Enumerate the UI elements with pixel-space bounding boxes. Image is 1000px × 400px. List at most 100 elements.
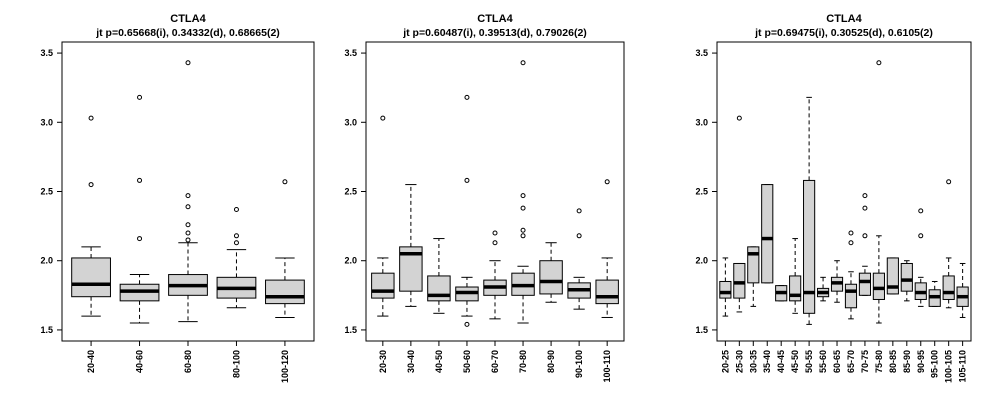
x-tick-label: 80-100 — [231, 350, 241, 378]
box-body — [872, 272, 885, 300]
box-40-60: 40-60 — [119, 94, 160, 373]
box-body — [761, 184, 774, 284]
y-tick-label: 2.5 — [344, 187, 357, 197]
box-body — [886, 257, 899, 295]
y-tick-label: 2.5 — [695, 187, 708, 197]
y-tick-label: 2.0 — [40, 256, 53, 266]
box-45-50: 45-50 — [789, 238, 802, 373]
outlier-point — [380, 115, 386, 121]
x-tick-label: 20-40 — [86, 350, 96, 373]
chart-panel-1: CTLA4 jt p=0.65668(i), 0.34332(d), 0.6866… — [40, 13, 315, 383]
box-75-80: 75-80 — [872, 60, 885, 373]
x-tick-label: 85-90 — [902, 350, 912, 373]
x-tick-label: 40-60 — [135, 350, 145, 373]
box-85-90: 85-90 — [900, 260, 913, 373]
outlier-point — [464, 321, 470, 327]
outlier-point — [946, 179, 952, 185]
x-tick-label: 25-30 — [734, 350, 744, 373]
box-70-75: 70-75 — [858, 193, 872, 373]
x-tick-label: 65-70 — [846, 350, 856, 373]
box-30-40: 30-40 — [399, 184, 423, 373]
box-70-80: 70-80 — [511, 60, 535, 373]
outlier-point — [520, 60, 526, 66]
outlier-point — [464, 94, 470, 100]
y-tick-label: 1.5 — [40, 325, 53, 335]
outlier-point — [185, 222, 191, 228]
x-tick-label: 35-40 — [762, 350, 772, 373]
box-body — [719, 280, 732, 299]
x-tick-label: 55-60 — [818, 350, 828, 373]
y-tick-label: 2.0 — [695, 256, 708, 266]
y-tick-label: 2.5 — [40, 187, 53, 197]
y-tick-label: 2.0 — [344, 256, 357, 266]
box-20-30: 20-30 — [371, 115, 395, 373]
box-40-50: 40-50 — [427, 238, 451, 373]
box-body — [399, 246, 423, 292]
y-tick-label: 3.0 — [344, 117, 357, 127]
plot-frame — [365, 41, 625, 342]
x-tick-label: 50-60 — [462, 350, 472, 373]
box-60-80: 60-80 — [168, 60, 208, 373]
y-tick-label: 3.0 — [695, 117, 708, 127]
x-tick-label: 75-80 — [874, 350, 884, 373]
x-tick-label: 100-105 — [944, 350, 954, 383]
box-body — [844, 283, 858, 309]
outlier-point — [185, 230, 191, 236]
box-60-70: 60-70 — [483, 230, 507, 373]
box-body — [900, 262, 913, 292]
chart-subtitle: jt p=0.69475(i), 0.30525(d), 0.6105(2) — [754, 27, 933, 39]
x-tick-label: 20-25 — [720, 350, 730, 373]
outlier-point — [137, 236, 143, 242]
outlier-point — [576, 208, 582, 214]
x-tick-label: 60-80 — [183, 350, 193, 373]
box-90-95: 90-95 — [914, 208, 927, 373]
x-tick-label: 40-50 — [434, 350, 444, 373]
x-tick-label: 20-30 — [378, 350, 388, 373]
outlier-point — [185, 237, 191, 243]
outlier-point — [185, 60, 191, 66]
outlier-point — [848, 230, 854, 236]
outlier-point — [233, 233, 239, 239]
box-body — [789, 275, 802, 302]
box-body — [71, 257, 111, 298]
outlier-point — [862, 205, 868, 211]
box-body — [803, 179, 816, 314]
box-body — [427, 275, 451, 302]
x-tick-label: 100-120 — [280, 350, 290, 383]
box-body — [942, 275, 955, 300]
box-90-100: 90-100 — [567, 208, 591, 378]
x-tick-label: 95-100 — [930, 350, 940, 378]
chart-subtitle: jt p=0.60487(i), 0.39513(d), 0.79026(2) — [402, 27, 587, 39]
y-tick-label: 3.0 — [40, 117, 53, 127]
outlier-point — [520, 227, 526, 233]
plot-frame — [716, 41, 972, 342]
box-30-35: 30-35 — [747, 246, 760, 373]
outlier-point — [520, 193, 526, 199]
box-65-70: 65-70 — [844, 230, 858, 373]
x-tick-label: 40-45 — [776, 350, 786, 373]
box-60-65: 60-65 — [830, 260, 844, 373]
x-tick-label: 80-85 — [888, 350, 898, 373]
outlier-point — [282, 179, 288, 185]
x-tick-label: 45-50 — [790, 350, 800, 373]
outlier-point — [918, 233, 924, 239]
x-tick-label: 90-95 — [916, 350, 926, 373]
box-80-85: 80-85 — [886, 257, 899, 373]
box-100-120: 100-120 — [265, 179, 305, 383]
outlier-point — [185, 193, 191, 199]
box-100-110: 100-110 — [595, 179, 619, 383]
outlier-point — [604, 179, 610, 185]
x-tick-label: 90-100 — [574, 350, 584, 378]
outlier-point — [918, 208, 924, 214]
outlier-point — [848, 240, 854, 246]
outlier-point — [185, 204, 191, 210]
box-40-45: 40-45 — [775, 285, 788, 373]
box-35-40: 35-40 — [761, 184, 774, 373]
chart-panel-3: CTLA4 jt p=0.69475(i), 0.30525(d), 0.6105… — [695, 13, 972, 383]
outlier-point — [88, 115, 94, 121]
box-50-60: 50-60 — [455, 94, 479, 373]
y-tick-label: 3.5 — [695, 48, 708, 58]
y-tick-label: 1.5 — [344, 325, 357, 335]
box-50-55: 50-55 — [803, 96, 816, 373]
